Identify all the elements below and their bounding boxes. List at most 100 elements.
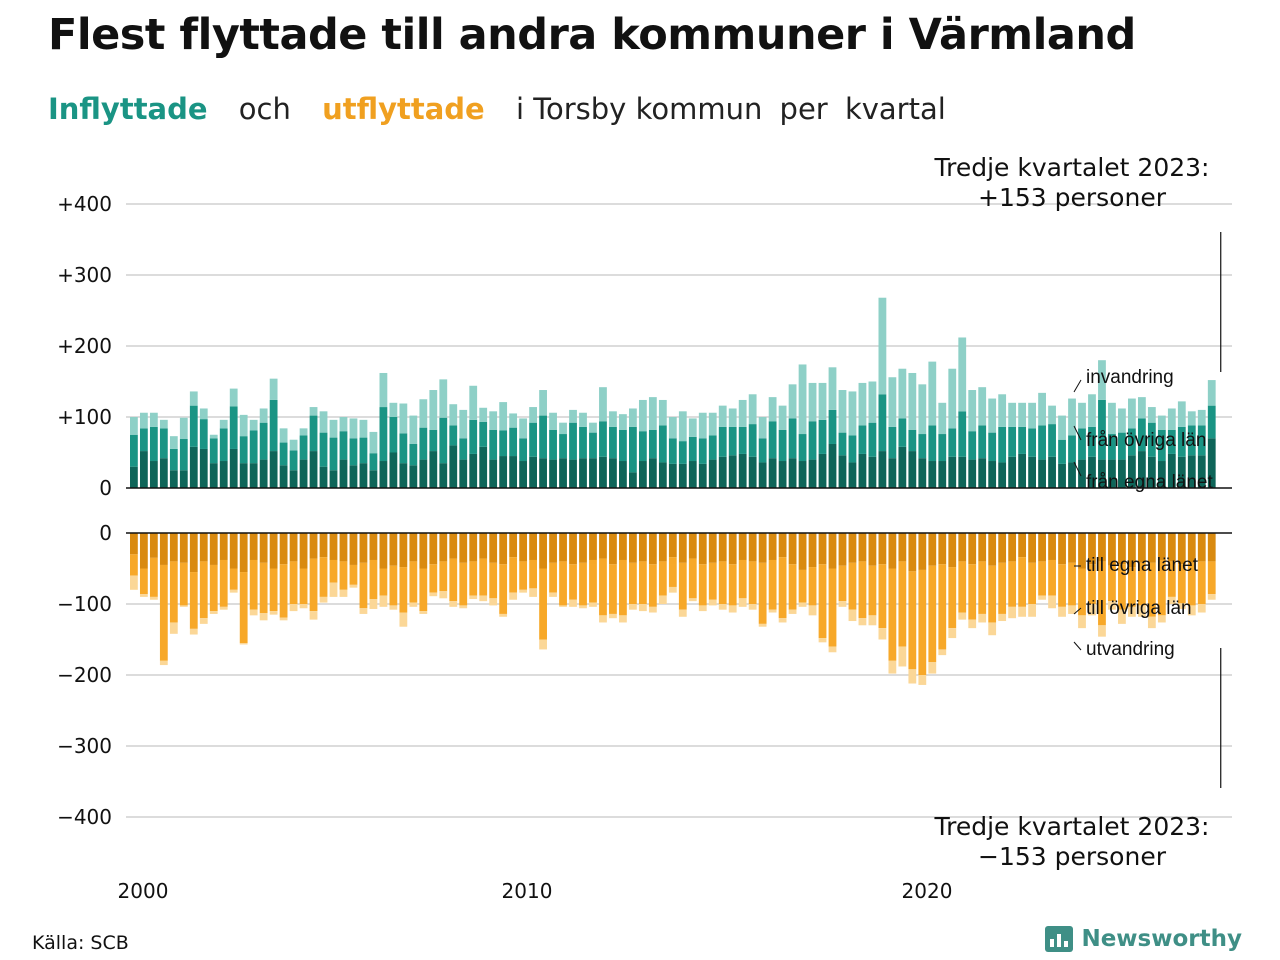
inflow-bar-segment <box>748 456 757 488</box>
inflow-bar-segment <box>968 459 977 488</box>
outflow-bar-segment <box>469 533 478 562</box>
inflow-bar-segment <box>139 451 148 488</box>
inflow-bar-segment <box>1068 435 1076 463</box>
inflow-bar-segment <box>130 466 138 488</box>
inflow-bar-segment <box>788 418 797 459</box>
inflow-bar-segment <box>389 402 398 417</box>
inflow-bar-segment <box>149 412 158 427</box>
outflow-bar-segment <box>429 564 438 593</box>
outflow-category-label: utvandring <box>1086 639 1175 660</box>
outflow-bar-segment <box>459 533 468 563</box>
inflow-bar-segment <box>728 426 737 456</box>
inflow-bar-segment <box>1048 424 1056 457</box>
outflow-bar-segment <box>758 562 767 624</box>
inflow-bar-segment <box>958 456 967 488</box>
outflow-bar-segment <box>1137 562 1146 606</box>
inflow-bar-segment <box>1167 429 1176 454</box>
inflow-bar-segment <box>559 458 567 488</box>
outflow-bar-segment <box>329 582 338 597</box>
outflow-bar-segment <box>1018 557 1027 607</box>
outflow-bar-segment <box>359 533 368 563</box>
outflow-bar-segment <box>149 557 158 597</box>
outflow-bar-segment <box>189 533 198 573</box>
inflow-bar-segment <box>778 405 787 430</box>
outflow-bar-segment <box>379 568 388 596</box>
inflow-bar-segment <box>828 367 837 410</box>
inflow-bar-segment <box>229 388 238 407</box>
inflow-bar-segment <box>738 453 747 488</box>
outflow-bar-segment <box>189 628 198 635</box>
inflow-bar-segment <box>399 433 408 464</box>
outflow-bar-segment <box>688 558 697 599</box>
inflow-bar-segment <box>798 434 807 462</box>
inflow-bar-segment <box>589 422 597 433</box>
inflow-bar-segment <box>728 408 737 427</box>
inflow-bar-segment <box>319 466 328 488</box>
outflow-bar-segment <box>149 596 158 600</box>
outflow-bar-segment <box>748 604 757 610</box>
inflow-bar-segment <box>908 429 917 452</box>
inflow-bar-segment <box>579 458 587 488</box>
inflow-bar-segment <box>918 458 927 488</box>
inflow-bar-segment <box>648 458 657 488</box>
outflow-bar-segment <box>1018 533 1027 558</box>
outflow-bar-segment <box>249 533 258 560</box>
outflow-bar-segment <box>1018 606 1027 617</box>
inflow-bar-segment <box>988 432 997 462</box>
inflow-bar-segment <box>678 441 687 464</box>
outflow-bar-segment <box>638 604 647 612</box>
outflow-bar-segment <box>768 533 777 560</box>
outflow-bar-segment <box>459 605 468 609</box>
outflow-bar-segment <box>349 564 358 585</box>
outflow-bar-segment <box>269 611 278 615</box>
inflow-bar-segment <box>169 470 178 488</box>
inflow-bar-segment <box>499 430 508 457</box>
outflow-bar-segment <box>1058 564 1066 607</box>
annotation-bottom-line: Tredje kvartalet 2023: <box>934 812 1210 841</box>
outflow-bar-segment <box>648 606 657 613</box>
outflow-bar-segment <box>1038 533 1046 562</box>
outflow-bar-segment <box>918 569 927 675</box>
outflow-bar-segment <box>958 561 967 613</box>
inflow-bar-segment <box>718 426 727 457</box>
inflow-bar-segment <box>419 399 428 428</box>
inflow-bar-segment <box>130 434 138 467</box>
outflow-bar-segment <box>269 568 278 612</box>
inflow-bar-segment <box>579 412 587 427</box>
inflow-bar-segment <box>579 426 587 459</box>
inflow-bar-segment <box>1197 425 1206 456</box>
inflow-bar-segment <box>768 397 777 422</box>
inflow-bar-segment <box>219 428 228 462</box>
outflow-bar-segment <box>898 646 907 667</box>
inflow-bar-segment <box>768 458 777 488</box>
inflow-bar-segment <box>339 417 348 432</box>
outflow-bar-segment <box>479 595 488 602</box>
outflow-bar-segment <box>938 564 947 650</box>
source-note: Källa: SCB <box>32 932 129 954</box>
inflow-bar-segment <box>1058 439 1066 464</box>
inflow-bar-segment <box>239 436 248 464</box>
outflow-bar-segment <box>1118 564 1126 610</box>
outflow-bar-segment <box>1098 533 1106 562</box>
outflow-bar-segment <box>698 605 707 612</box>
inflow-bar-segment <box>998 394 1007 427</box>
brand-name: Newsworthy <box>1081 926 1242 952</box>
outflow-bar-segment <box>848 533 857 563</box>
inflow-bar-segment <box>1078 459 1086 488</box>
inflow-bar-segment <box>599 421 607 457</box>
outflow-bar-segment <box>768 559 777 610</box>
outflow-bar-segment <box>868 533 877 566</box>
inflow-bar-segment <box>1128 428 1136 456</box>
outflow-bar-segment <box>239 572 248 644</box>
inflow-bar-segment <box>1187 425 1196 456</box>
inflow-bar-segment <box>878 297 887 395</box>
inflow-bar-segment <box>678 411 687 442</box>
inflow-bar-segment <box>359 437 368 464</box>
outflow-bar-segment <box>1197 533 1206 562</box>
inflow-bar-segment <box>638 431 647 462</box>
inflow-bar-segment <box>179 439 188 471</box>
x-tick-label: 2000 <box>118 879 169 903</box>
outflow-bar-segment <box>1038 561 1046 596</box>
outflow-bar-segment <box>668 586 677 593</box>
inflow-bar-segment <box>1147 407 1156 423</box>
